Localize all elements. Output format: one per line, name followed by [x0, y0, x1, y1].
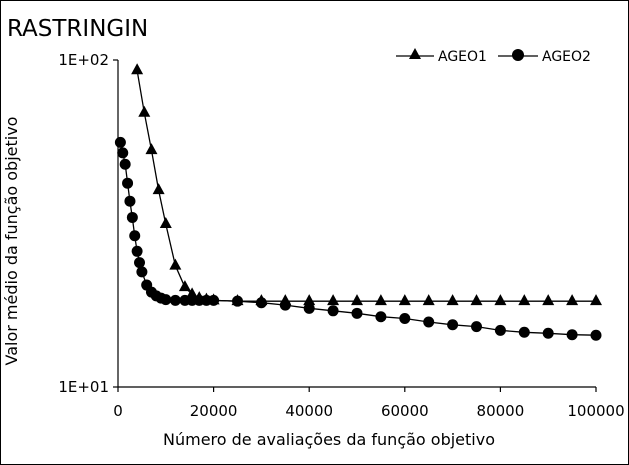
x-tick-label: 100000 — [567, 402, 624, 420]
data-point-ageo2 — [131, 245, 143, 257]
data-point-ageo2 — [169, 294, 181, 306]
x-tick-label: 20000 — [190, 402, 238, 420]
data-point-ageo1 — [186, 287, 199, 299]
legend-label-ageo2: AGEO2 — [542, 49, 591, 65]
data-point-ageo2 — [129, 230, 141, 242]
data-point-ageo1 — [398, 294, 411, 306]
data-point-ageo1 — [145, 143, 158, 155]
data-point-ageo2 — [447, 319, 459, 331]
data-point-ageo1 — [470, 294, 483, 306]
data-point-ageo2 — [114, 136, 126, 148]
legend: AGEO1 AGEO2 — [396, 48, 591, 65]
data-point-ageo1 — [351, 294, 363, 306]
chart-title: RASTRINGIN — [7, 16, 148, 42]
data-point-ageo1 — [303, 294, 316, 306]
data-point-ageo1 — [374, 294, 387, 306]
data-point-ageo2 — [279, 299, 291, 311]
data-point-ageo2 — [124, 195, 136, 207]
data-point-ageo1 — [152, 183, 165, 195]
data-point-ageo2 — [494, 324, 506, 336]
data-point-ageo1 — [542, 294, 555, 306]
x-ticks: 0 20000 40000 60000 80000 100000 — [113, 387, 625, 420]
data-point-ageo2 — [566, 329, 578, 341]
data-point-ageo2 — [542, 327, 554, 339]
x-tick-label: 40000 — [285, 402, 333, 420]
data-point-ageo1 — [518, 294, 531, 306]
y-tick-label: 1E+02 — [58, 51, 109, 69]
data-point-ageo2 — [518, 326, 530, 338]
data-point-ageo2 — [590, 329, 602, 341]
data-point-ageo2 — [134, 257, 146, 269]
data-point-ageo1 — [327, 294, 340, 306]
series-markers — [114, 63, 602, 341]
data-point-ageo2 — [119, 158, 131, 170]
data-point-ageo2 — [327, 305, 339, 317]
x-axis-label: Número de avaliações da função objetivo — [163, 430, 495, 449]
data-point-ageo2 — [351, 307, 363, 319]
data-point-ageo2 — [375, 311, 387, 323]
data-point-ageo2 — [255, 297, 267, 309]
data-point-ageo2 — [303, 302, 315, 314]
x-tick-label: 80000 — [477, 402, 525, 420]
data-point-ageo1 — [494, 294, 507, 306]
legend-marker-circle — [512, 49, 524, 61]
legend-label-ageo1: AGEO1 — [438, 49, 487, 65]
data-point-ageo2 — [160, 294, 172, 306]
data-point-ageo1 — [446, 294, 459, 306]
y-tick-label: 1E+01 — [58, 378, 109, 396]
series-line-ageo2 — [119, 142, 597, 336]
data-point-ageo1 — [566, 294, 579, 306]
y-axis-label: Valor médio da função objetivo — [2, 117, 21, 366]
data-point-ageo2 — [117, 147, 129, 159]
data-point-ageo2 — [122, 177, 134, 189]
legend-marker-triangle — [409, 48, 421, 59]
data-point-ageo2 — [208, 294, 220, 306]
data-point-ageo1 — [422, 294, 435, 306]
data-point-ageo1 — [178, 280, 191, 292]
data-point-ageo1 — [169, 258, 182, 270]
data-point-ageo2 — [399, 312, 411, 324]
data-point-ageo1 — [590, 294, 602, 306]
data-point-ageo2 — [232, 295, 243, 307]
x-tick-label: 60000 — [381, 402, 429, 420]
data-point-ageo1 — [138, 105, 151, 117]
data-point-ageo2 — [126, 211, 138, 223]
data-point-ageo2 — [423, 316, 435, 328]
data-point-ageo2 — [471, 321, 482, 333]
data-point-ageo2 — [136, 266, 148, 278]
x-tick-label: 0 — [113, 402, 123, 420]
data-point-ageo1 — [159, 217, 172, 229]
series-line-ageo1 — [136, 70, 596, 302]
y-ticks: 1E+01 1E+02 — [58, 51, 118, 396]
data-point-ageo1 — [131, 63, 144, 75]
